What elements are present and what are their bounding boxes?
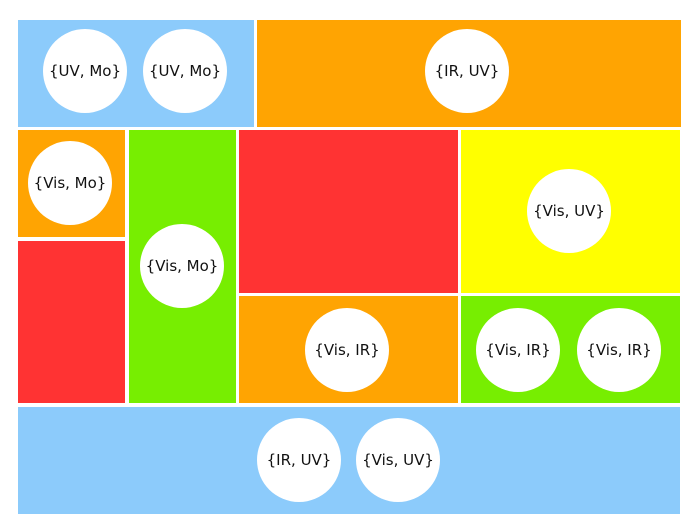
node-label: {UV, Mo}	[143, 29, 227, 113]
node-label: {Vis, UV}	[356, 418, 440, 502]
node-label: {Vis, Mo}	[140, 224, 224, 308]
region-10	[18, 407, 680, 514]
region-4	[18, 241, 125, 403]
node-label: {Vis, Mo}	[28, 141, 112, 225]
node-label: {UV, Mo}	[43, 29, 127, 113]
region-6	[239, 130, 458, 293]
node-label: {Vis, IR}	[577, 308, 661, 392]
node-label: {Vis, UV}	[527, 169, 611, 253]
node-label: {Vis, IR}	[305, 308, 389, 392]
node-label: {IR, UV}	[425, 29, 509, 113]
node-label: {Vis, IR}	[476, 308, 560, 392]
node-label: {IR, UV}	[257, 418, 341, 502]
